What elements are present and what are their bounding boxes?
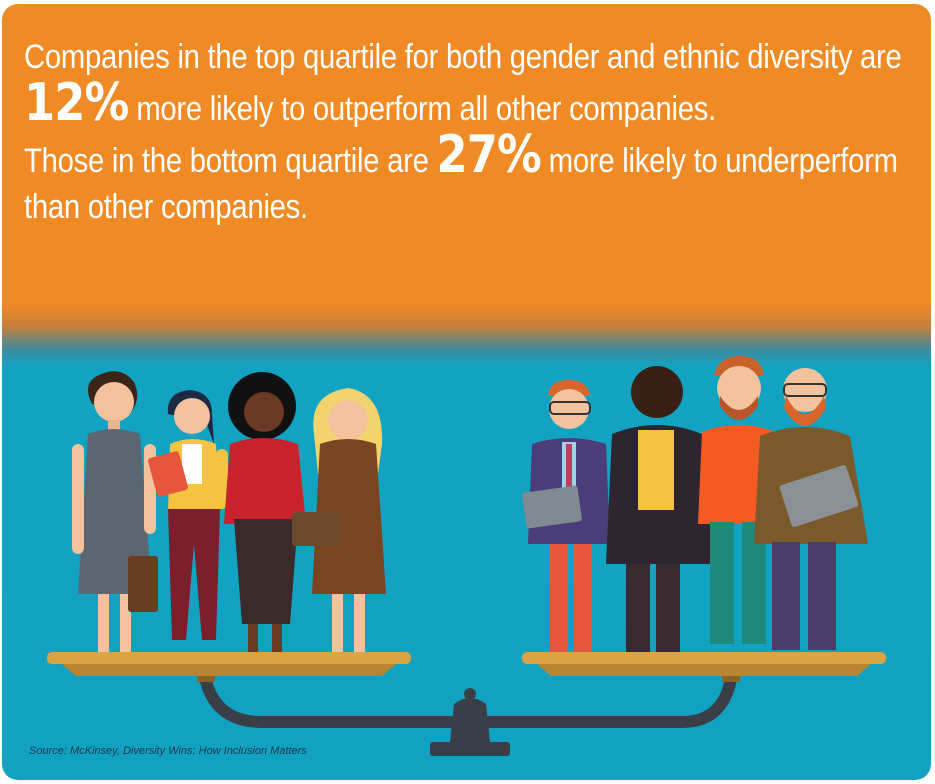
headline-paragraph-1: Companies in the top quartile for both g… (24, 34, 918, 132)
man-brown-sweater (754, 368, 868, 650)
headline-text-1a: Companies in the top quartile for both g… (24, 38, 902, 76)
woman-grey-dress (72, 371, 158, 652)
balance-scale-illustration (47, 356, 886, 756)
headline: Companies in the top quartile for both g… (24, 34, 918, 230)
headline-text-2b: more likely to underperform than other c… (24, 142, 898, 226)
right-scale-pan (522, 652, 886, 682)
woman-brown-dress (292, 388, 386, 652)
man-black-jacket (606, 366, 718, 652)
headline-text-1b: more likely to outperform all other comp… (128, 90, 717, 128)
woman-red-blouse (224, 372, 306, 652)
infographic-card: Companies in the top quartile for both g… (2, 4, 931, 780)
scale-beam (198, 666, 738, 728)
stat-12-percent: 12% (24, 73, 129, 133)
headline-text-2a: Those in the bottom quartile are (24, 142, 437, 180)
source-citation: Source: McKinsey, Diversity Wins: How In… (29, 745, 307, 757)
headline-paragraph-2: Those in the bottom quartile are 27% mor… (24, 129, 918, 230)
stat-27-percent: 27% (436, 125, 541, 185)
man-purple-suit (522, 380, 610, 652)
left-scale-pan (47, 652, 411, 682)
woman-yellow-cardigan (148, 390, 228, 640)
